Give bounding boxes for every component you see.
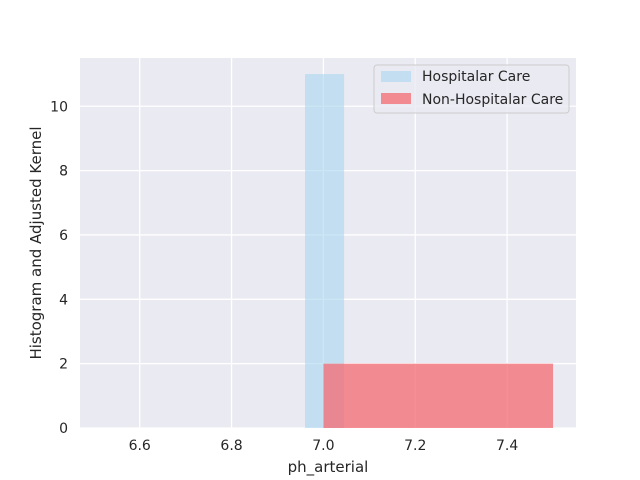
y-tick-label: 0 [59, 421, 68, 437]
x-tick-label: 7.2 [404, 438, 426, 454]
y-ticks: 0 2 4 6 8 10 [50, 99, 68, 437]
legend-swatch-non-hospitalar-care [381, 93, 411, 104]
x-tick-label: 6.8 [220, 438, 242, 454]
y-tick-label: 4 [59, 292, 68, 308]
y-axis-label: Histogram and Adjusted Kernel [27, 126, 45, 359]
y-tick-label: 8 [59, 164, 68, 180]
x-axis-label: ph_arterial [288, 458, 369, 477]
x-ticks: 6.6 6.8 7.0 7.2 7.4 [129, 438, 519, 454]
legend-label-non-hospitalar-care: Non-Hospitalar Care [422, 92, 563, 108]
x-tick-label: 6.6 [129, 438, 151, 454]
legend-label-hospitalar-care: Hospitalar Care [422, 69, 530, 85]
y-tick-label: 10 [50, 99, 68, 115]
bars [305, 74, 554, 428]
legend-swatch-hospitalar-care [381, 71, 411, 82]
y-tick-label: 6 [59, 228, 68, 244]
x-tick-label: 7.0 [312, 438, 334, 454]
y-tick-label: 2 [59, 357, 68, 373]
legend: Hospitalar Care Non-Hospitalar Care [373, 64, 570, 114]
x-tick-label: 7.4 [496, 438, 518, 454]
legend-box [373, 64, 570, 114]
histogram-bar-series-1 [323, 363, 554, 428]
